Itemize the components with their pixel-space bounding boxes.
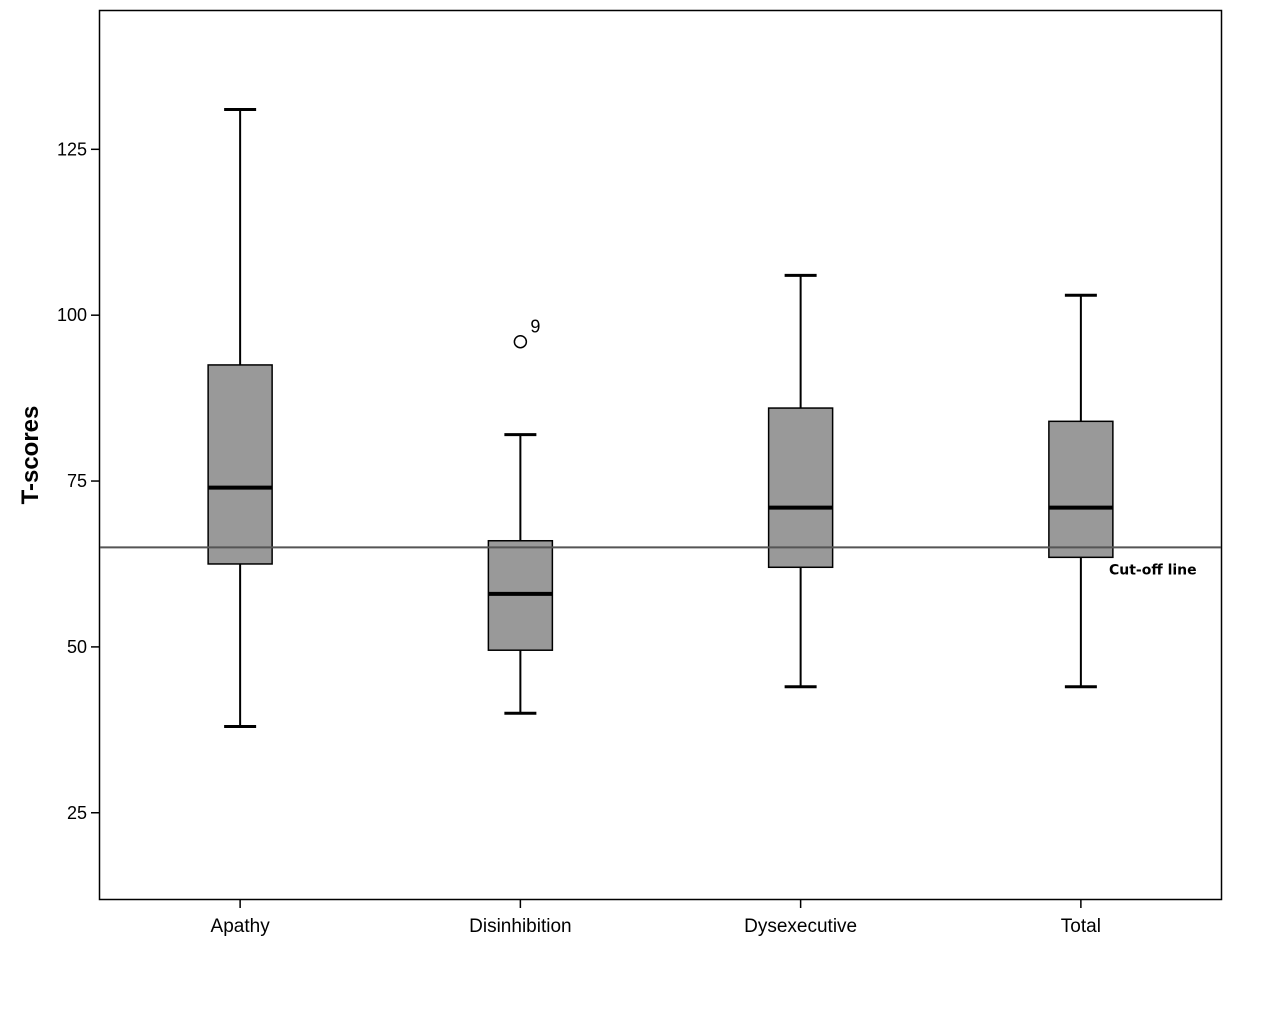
cutoff-line-label: Cut-off line (1109, 562, 1197, 578)
y-tick-label: 100 (57, 305, 87, 325)
y-tick-label: 25 (67, 803, 87, 823)
box-disinhibition: 9 (487, 317, 554, 715)
x-tick-label: Total (1061, 916, 1101, 937)
box-total (1048, 293, 1114, 689)
iqr-box (207, 364, 273, 565)
x-tick-label: Apathy (211, 916, 271, 937)
box-apathy (207, 108, 273, 729)
y-tick-label: 75 (67, 471, 87, 491)
box-dysexecutive (767, 273, 834, 689)
y-tick-label: 50 (67, 637, 87, 657)
iqr-box (767, 407, 834, 569)
y-tick-label: 125 (57, 139, 87, 159)
box-series: 9 (207, 108, 1114, 729)
y-axis-label: T-scores (17, 406, 44, 505)
cutoff-reference: Cut-off line (100, 546, 1221, 578)
x-axis: Apathy Disinhibition Dysexecutive Total (211, 899, 1101, 937)
x-tick-label: Disinhibition (469, 916, 571, 937)
plot-frame (98, 9, 1223, 901)
iqr-box (1048, 420, 1114, 559)
x-tick-label: Dysexecutive (744, 916, 857, 937)
outlier-label: 9 (530, 317, 540, 337)
outlier-point (513, 334, 528, 349)
y-axis: 25 50 75 100 125 (57, 139, 100, 823)
